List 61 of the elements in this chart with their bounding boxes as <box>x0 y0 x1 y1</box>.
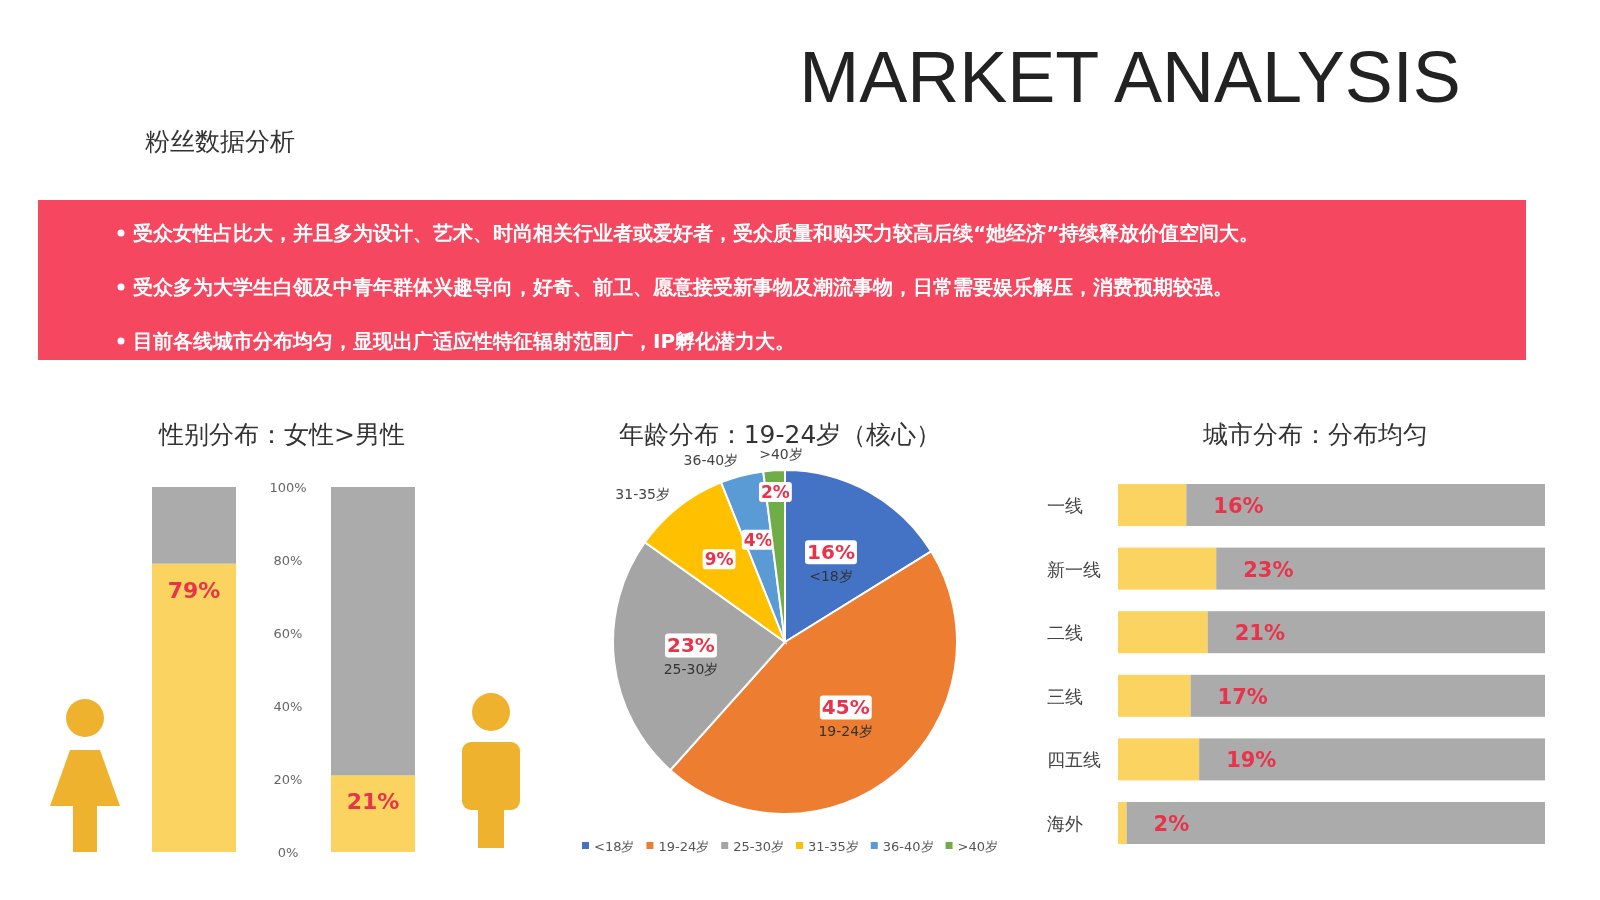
legend-label: 31-35岁 <box>808 839 859 854</box>
data-label: 16% <box>1213 494 1264 518</box>
slice-label: 31-35岁 <box>615 485 671 502</box>
bar <box>1118 738 1200 781</box>
slice-label: 25-30岁 <box>663 661 719 678</box>
bar <box>152 487 236 564</box>
text: MARKET ANALYSIS <box>799 37 1461 117</box>
data-label: 21% <box>346 789 400 815</box>
bar <box>1118 674 1191 717</box>
data-label: 23% <box>1243 557 1294 582</box>
legend-label: <18岁 <box>594 839 635 854</box>
bar <box>1216 547 1545 590</box>
data-label: 9% <box>704 549 734 570</box>
bar <box>1118 611 1208 654</box>
slice-label: <18岁 <box>809 568 853 585</box>
y-tick-label: 二线 <box>1047 622 1083 644</box>
legend-label: 25-30岁 <box>733 839 784 854</box>
bar <box>1190 674 1545 717</box>
y-tick-label: 三线 <box>1047 685 1083 707</box>
legend-label: >40岁 <box>957 839 998 854</box>
data-label: 79% <box>167 577 221 603</box>
y-tick-label: 海外 <box>1047 813 1083 834</box>
slice-label: >40岁 <box>759 446 803 463</box>
bar <box>331 487 415 776</box>
bar <box>1118 802 1127 844</box>
legend-label: 19-24岁 <box>658 839 710 854</box>
data-label: 4% <box>743 529 773 550</box>
data-label: 16% <box>807 540 855 565</box>
y-tick-label: 0% <box>277 845 299 860</box>
y-tick-label: 20% <box>273 772 303 787</box>
bar <box>1186 484 1545 526</box>
data-label: 2% <box>1153 812 1190 836</box>
y-tick-label: 新一线 <box>1047 558 1101 580</box>
text: 粉丝数据分析 <box>145 127 295 156</box>
data-label: 45% <box>821 695 870 720</box>
y-tick-label: 一线 <box>1047 495 1083 516</box>
slice-label: 36-40岁 <box>683 451 739 468</box>
bar <box>1118 484 1187 526</box>
bar <box>1126 802 1545 844</box>
data-label: 19% <box>1226 748 1277 773</box>
y-tick-label: 40% <box>273 699 303 714</box>
chart-title: 城市分布：分布均匀 <box>1201 420 1428 449</box>
slice-label: 19-24岁 <box>818 723 874 740</box>
data-label: 17% <box>1217 684 1268 709</box>
chart-title: 性别分布：女性>男性 <box>158 420 405 449</box>
text: 受众女性占比大，并且多为设计、艺术、时尚相关行业者或爱好者，受众质量和购买力较高后续“她经济”持续释放价值空间大。 <box>133 221 1260 245</box>
bar <box>1207 611 1545 654</box>
text: 受众多为大学生白领及中青年群体兴趣导向，好奇、前卫、愿意接受新事物及潮流事物，日常需要娱乐解压，消费预期较强。 <box>133 275 1233 299</box>
y-tick-label: 80% <box>273 553 303 568</box>
bar <box>152 563 236 852</box>
y-tick-label: 100% <box>269 480 307 495</box>
y-tick-label: 60% <box>273 626 303 641</box>
bar <box>1118 547 1217 590</box>
legend-label: 36-40岁 <box>882 839 934 854</box>
data-label: 2% <box>760 481 790 502</box>
data-label: 23% <box>667 633 715 658</box>
text: 目前各线城市分布均匀，显现出广适应性特征辐射范围广，IP孵化潜力大。 <box>133 329 796 353</box>
data-label: 21% <box>1234 621 1285 646</box>
bar <box>1199 738 1545 781</box>
y-tick-label: 四五线 <box>1047 749 1101 771</box>
bar <box>331 775 415 852</box>
